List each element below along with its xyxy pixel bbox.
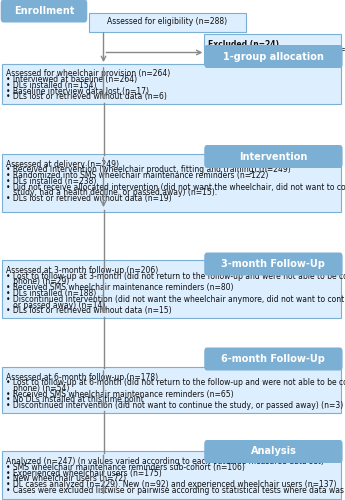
Text: • Discontinued intervention (did not want to continue the study, or passed away): • Discontinued intervention (did not wan… [6,401,344,410]
Text: • DLs lost or retrieved without data (n=6): • DLs lost or retrieved without data (n=… [6,92,167,102]
FancyBboxPatch shape [2,260,341,318]
Text: • DLs installed (n=238): • DLs installed (n=238) [6,177,97,186]
Text: • SMS wheelchair maintenance reminders sub-cohort (n=106): • SMS wheelchair maintenance reminders s… [6,463,245,472]
Text: 1-group allocation: 1-group allocation [223,52,324,62]
FancyBboxPatch shape [1,0,87,22]
Text: • DLs installed (n=154): • DLs installed (n=154) [6,81,97,90]
Text: 3-month Follow-Up: 3-month Follow-Up [221,259,325,269]
Text: • Did not receive allocated intervention (did not want the wheelchair, did not w: • Did not receive allocated intervention… [6,182,345,192]
Text: Analysis: Analysis [250,446,296,456]
Text: • Received SMS wheelchair maintenance reminders (n=80): • Received SMS wheelchair maintenance re… [6,283,234,292]
Text: Assessed at delivery (n=249): Assessed at delivery (n=249) [6,160,119,168]
Text: • No DLs installed at this time point: • No DLs installed at this time point [6,396,144,404]
Text: • Cases were excluded listwise or pairwise according to statistical tests where : • Cases were excluded listwise or pairwi… [6,486,345,494]
Text: • DL cases analyzed (n=229). New (n=92) and experienced wheelchair users (n=137): • DL cases analyzed (n=229). New (n=92) … [6,480,337,489]
Text: • Declined to participate (n=23): • Declined to participate (n=23) [208,51,332,60]
Text: study, had a health decline, or passed away) (n=15).: study, had a health decline, or passed a… [6,188,217,197]
Text: • DLs lost or retrieved without data (n=19): • DLs lost or retrieved without data (n=… [6,194,172,203]
Text: Assessed for wheelchair provision (n=264): Assessed for wheelchair provision (n=264… [6,70,170,78]
FancyBboxPatch shape [204,440,343,463]
Text: • Received intervention (wheelchair product, fitting and training) (n=249): • Received intervention (wheelchair prod… [6,165,291,174]
FancyBboxPatch shape [2,451,341,499]
Text: Intervention: Intervention [239,152,308,162]
FancyBboxPatch shape [2,64,341,104]
Text: phone) (n=54): phone) (n=54) [6,384,70,393]
Text: • Not meeting inclusion criteria (n=1): • Not meeting inclusion criteria (n=1) [208,46,345,54]
Text: Assessed at 6-month follow-up (n=178): Assessed at 6-month follow-up (n=178) [6,372,158,382]
Text: 6-month Follow-Up: 6-month Follow-Up [221,354,325,364]
FancyBboxPatch shape [204,145,343,168]
FancyBboxPatch shape [2,154,341,212]
Text: • Interviewed at baseline (n=264): • Interviewed at baseline (n=264) [6,75,137,84]
FancyBboxPatch shape [204,45,343,68]
Text: • New wheelchair users (n=72): • New wheelchair users (n=72) [6,474,126,483]
Text: Assessed for eligibility (n=288): Assessed for eligibility (n=288) [107,18,227,26]
Text: • Lost to follow-up at 3-month (did not return to the follow-up and were not abl: • Lost to follow-up at 3-month (did not … [6,272,345,281]
Text: phone) (n=29): phone) (n=29) [6,278,69,286]
FancyBboxPatch shape [204,34,341,70]
Text: • DLs installed (n=188): • DLs installed (n=188) [6,289,97,298]
FancyBboxPatch shape [204,348,343,370]
Text: or passed away) (n=14): or passed away) (n=14) [6,300,106,310]
FancyBboxPatch shape [2,366,341,412]
Text: • Randomized into SMS wheelchair maintenance reminders (n=122): • Randomized into SMS wheelchair mainten… [6,171,269,180]
Text: • Baseline interview data lost (n=17): • Baseline interview data lost (n=17) [6,87,149,96]
FancyBboxPatch shape [89,12,246,32]
Text: Enrollment: Enrollment [14,6,74,16]
Text: • Experienced wheelchair users (n=175): • Experienced wheelchair users (n=175) [6,468,162,477]
Text: • Lost to follow-up at 6-month (did not return to the follow-up and were not abl: • Lost to follow-up at 6-month (did not … [6,378,345,387]
Text: Analyzed (n=247) (n values varied according to each outcome measured data set): Analyzed (n=247) (n values varied accord… [6,457,324,466]
Text: Excluded (n=24): Excluded (n=24) [208,40,279,48]
Text: Assessed at 3-month follow-up (n=206): Assessed at 3-month follow-up (n=206) [6,266,158,275]
Text: • DLs lost or retrieved without data (n=15): • DLs lost or retrieved without data (n=… [6,306,172,316]
FancyBboxPatch shape [204,252,343,276]
Text: • Discontinued intervention (did not want the wheelchair anymore, did not want t: • Discontinued intervention (did not wan… [6,294,345,304]
Text: • Received SMS wheelchair maintenance reminders (n=65): • Received SMS wheelchair maintenance re… [6,390,234,399]
